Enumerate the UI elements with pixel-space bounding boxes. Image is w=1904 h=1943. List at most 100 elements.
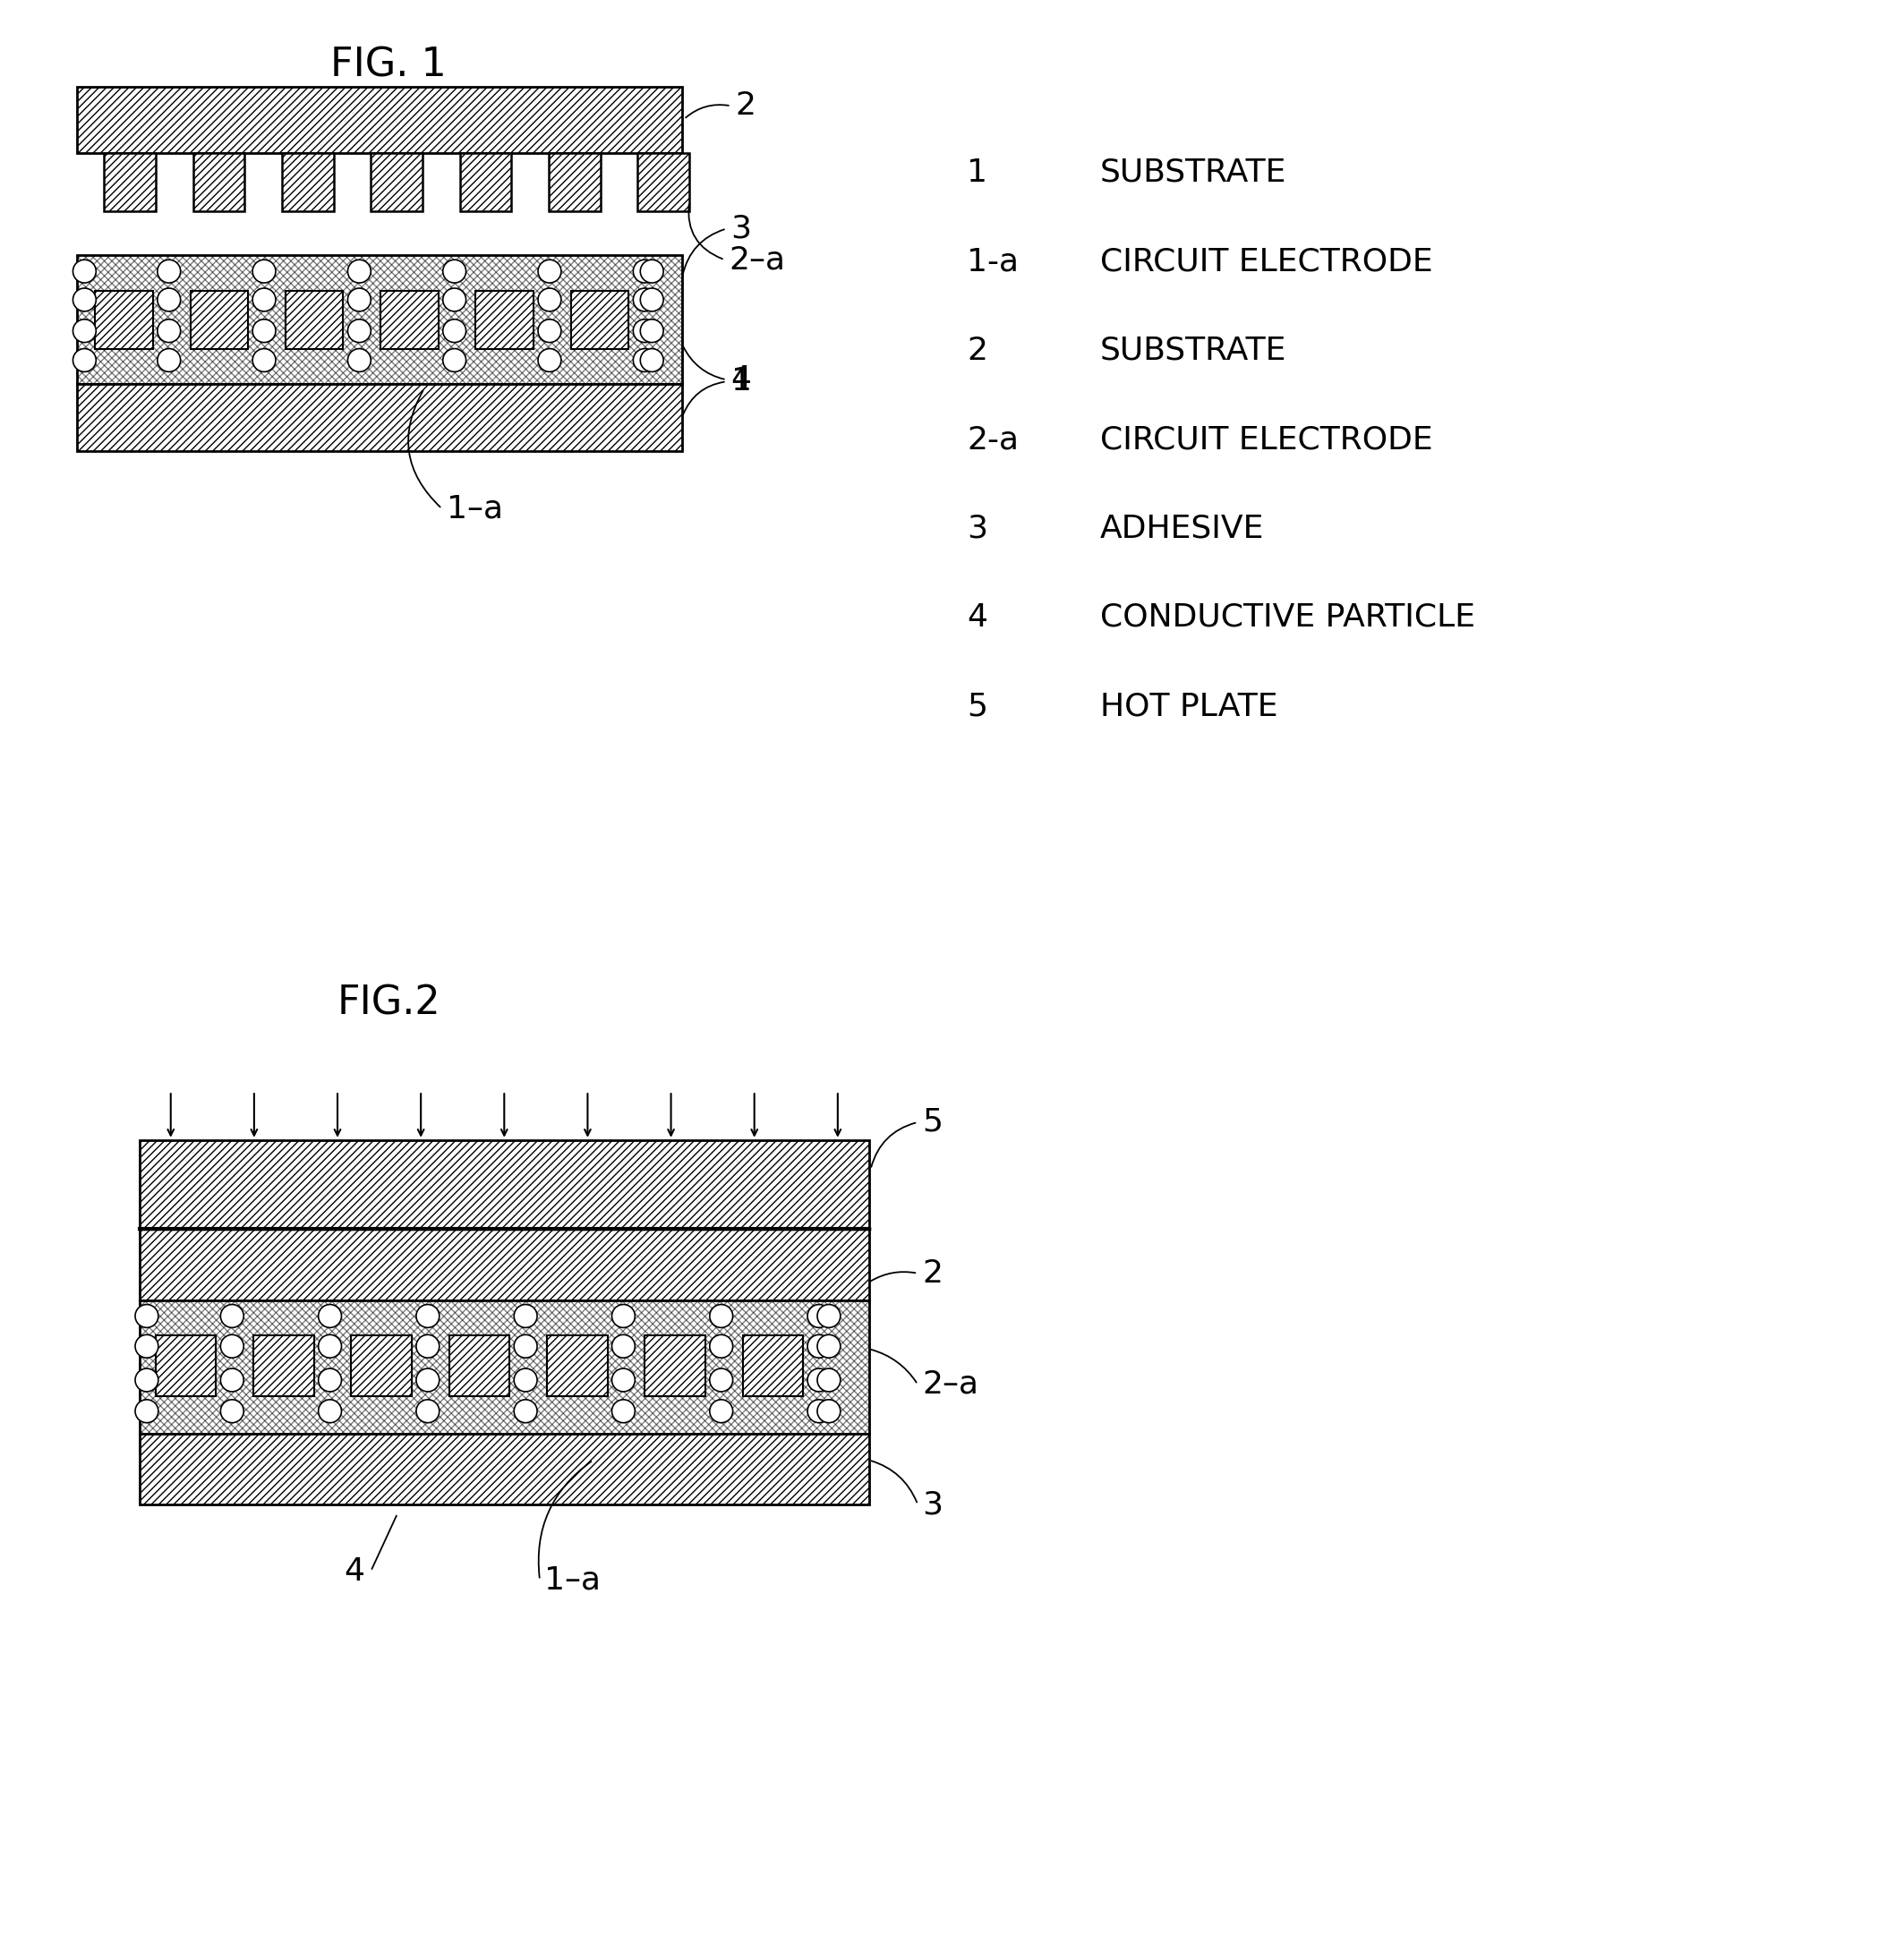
Text: 4: 4 <box>967 602 988 633</box>
Circle shape <box>158 288 181 311</box>
Circle shape <box>710 1304 733 1327</box>
Bar <box>139 1228 868 1300</box>
Bar <box>282 153 333 212</box>
Bar <box>371 153 423 212</box>
Circle shape <box>72 319 95 342</box>
Circle shape <box>253 288 276 311</box>
Circle shape <box>221 1335 244 1358</box>
Text: 1: 1 <box>731 367 752 396</box>
Circle shape <box>807 1335 830 1358</box>
Circle shape <box>318 1399 341 1422</box>
Circle shape <box>817 1335 840 1358</box>
Bar <box>381 291 438 348</box>
Text: 2: 2 <box>967 336 988 365</box>
Text: 3: 3 <box>967 513 988 544</box>
Text: 2-a: 2-a <box>967 424 1019 455</box>
Bar <box>190 291 248 348</box>
Circle shape <box>417 1335 440 1358</box>
Text: 4: 4 <box>731 365 752 394</box>
Text: 2: 2 <box>735 91 756 120</box>
Circle shape <box>817 1399 840 1422</box>
Circle shape <box>135 1368 158 1391</box>
Bar <box>78 255 682 385</box>
Text: 2–a: 2–a <box>922 1370 979 1399</box>
Bar <box>476 291 533 348</box>
Circle shape <box>348 348 371 371</box>
Circle shape <box>611 1304 634 1327</box>
Circle shape <box>640 348 663 371</box>
Circle shape <box>221 1368 244 1391</box>
Circle shape <box>640 288 663 311</box>
Circle shape <box>807 1304 830 1327</box>
Circle shape <box>417 1399 440 1422</box>
Circle shape <box>135 1304 158 1327</box>
Bar <box>156 1335 215 1397</box>
Text: CIRCUIT ELECTRODE: CIRCUIT ELECTRODE <box>1101 424 1432 455</box>
Circle shape <box>710 1335 733 1358</box>
Bar <box>449 1335 510 1397</box>
Circle shape <box>539 288 562 311</box>
Circle shape <box>611 1368 634 1391</box>
Bar <box>78 255 682 385</box>
Text: 4: 4 <box>345 1556 366 1585</box>
Bar <box>78 385 682 451</box>
Text: 5: 5 <box>967 692 988 721</box>
Text: 5: 5 <box>922 1108 942 1137</box>
Circle shape <box>158 348 181 371</box>
Bar <box>192 153 244 212</box>
Circle shape <box>318 1335 341 1358</box>
Circle shape <box>634 260 657 284</box>
Bar <box>548 153 600 212</box>
Bar <box>78 255 682 385</box>
Text: FIG.2: FIG.2 <box>337 985 440 1022</box>
Circle shape <box>72 260 95 284</box>
Text: 2: 2 <box>922 1259 942 1288</box>
Bar <box>286 291 343 348</box>
Circle shape <box>318 1368 341 1391</box>
Text: ADHESIVE: ADHESIVE <box>1101 513 1264 544</box>
Text: 3: 3 <box>731 214 752 243</box>
Bar <box>139 1300 868 1434</box>
Bar <box>546 1335 607 1397</box>
Circle shape <box>417 1304 440 1327</box>
Bar <box>743 1335 803 1397</box>
Bar <box>139 1141 868 1228</box>
Circle shape <box>72 348 95 371</box>
Circle shape <box>135 1335 158 1358</box>
Bar <box>638 153 689 212</box>
Text: 1-a: 1-a <box>967 247 1019 276</box>
Text: 3: 3 <box>922 1490 942 1519</box>
Circle shape <box>135 1399 158 1422</box>
Circle shape <box>640 319 663 342</box>
Bar <box>139 1434 868 1504</box>
Circle shape <box>253 319 276 342</box>
Circle shape <box>611 1399 634 1422</box>
Circle shape <box>348 319 371 342</box>
Bar <box>78 85 682 153</box>
Circle shape <box>817 1304 840 1327</box>
Circle shape <box>444 348 466 371</box>
Circle shape <box>444 319 466 342</box>
Circle shape <box>348 288 371 311</box>
Bar <box>95 291 152 348</box>
Circle shape <box>221 1399 244 1422</box>
Text: FIG. 1: FIG. 1 <box>331 47 447 85</box>
Circle shape <box>634 348 657 371</box>
Bar <box>253 1335 314 1397</box>
Circle shape <box>253 348 276 371</box>
Circle shape <box>807 1399 830 1422</box>
Circle shape <box>514 1304 537 1327</box>
Circle shape <box>514 1335 537 1358</box>
Circle shape <box>318 1304 341 1327</box>
Circle shape <box>539 319 562 342</box>
Circle shape <box>253 260 276 284</box>
Text: SUBSTRATE: SUBSTRATE <box>1101 336 1287 365</box>
Circle shape <box>444 288 466 311</box>
Circle shape <box>417 1368 440 1391</box>
Circle shape <box>158 319 181 342</box>
Circle shape <box>514 1368 537 1391</box>
Circle shape <box>710 1399 733 1422</box>
Circle shape <box>444 260 466 284</box>
Bar <box>571 291 628 348</box>
Bar <box>139 1300 868 1434</box>
